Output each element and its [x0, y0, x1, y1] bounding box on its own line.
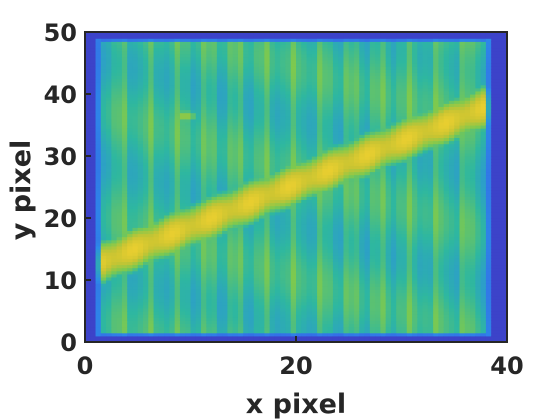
plot-area — [85, 32, 508, 343]
heatmap-cells — [85, 32, 508, 343]
